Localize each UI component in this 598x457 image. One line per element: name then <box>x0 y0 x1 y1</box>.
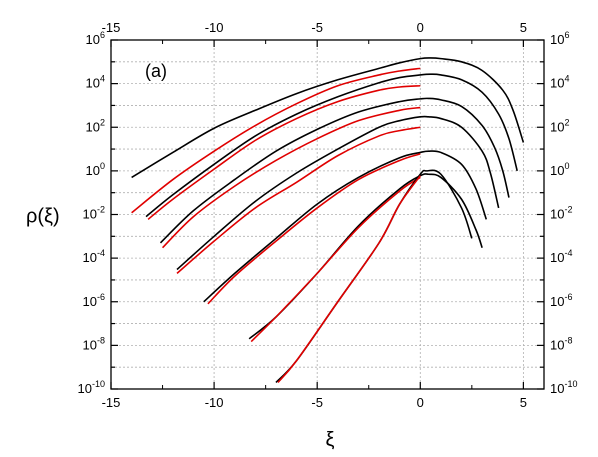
series-line-red-3 <box>147 84 421 220</box>
x-tick-label: 0 <box>417 395 424 410</box>
y-tick-label: 10-2 <box>83 205 105 222</box>
series-line-black-8 <box>203 150 488 303</box>
y-right-tick-label: 106 <box>550 30 569 47</box>
y-axis-label: ρ(ξ) <box>26 206 60 228</box>
series-line-black-12 <box>275 169 473 383</box>
x-tick-label: -15 <box>102 395 121 410</box>
x-top-tick-label: -5 <box>311 20 323 35</box>
series-line-red-13 <box>277 175 421 383</box>
series-line-black-10 <box>248 173 483 340</box>
series-line-black-6 <box>176 115 500 271</box>
x-tick-label: -10 <box>205 395 224 410</box>
y-right-tick-label: 10-10 <box>550 379 577 396</box>
y-tick-label: 10-6 <box>83 292 105 309</box>
x-tick-label: 5 <box>520 395 527 410</box>
ticks <box>110 39 544 390</box>
x-tick-label: -5 <box>311 395 323 410</box>
y-right-tick-label: 102 <box>550 117 569 134</box>
series-line-black-4 <box>159 97 510 244</box>
y-tick-label: 10-4 <box>83 248 105 265</box>
series-line-black-2 <box>145 73 518 218</box>
y-right-tick-label: 100 <box>550 161 569 178</box>
grid <box>111 40 544 389</box>
y-right-tick-label: 10-2 <box>550 205 572 222</box>
y-tick-label: 100 <box>86 161 105 178</box>
x-top-tick-label: -15 <box>102 20 121 35</box>
panel-annotation: (a) <box>145 61 167 81</box>
series-group <box>131 57 525 383</box>
series-line-red-9 <box>207 153 421 305</box>
series-line-red-7 <box>176 126 421 274</box>
series-line-black-0 <box>131 57 525 179</box>
y-tick-label: 102 <box>86 117 105 134</box>
y-tick-label: 10-10 <box>78 379 105 396</box>
x-top-tick-label: -10 <box>205 20 224 35</box>
y-right-tick-label: 10-4 <box>550 248 572 265</box>
y-right-tick-label: 10-8 <box>550 335 572 352</box>
y-tick-label: 10-8 <box>83 335 105 352</box>
x-top-tick-label: 0 <box>417 20 424 35</box>
series-line-red-1 <box>131 67 421 214</box>
series-line-red-5 <box>161 106 421 249</box>
series-line-red-11 <box>250 176 421 343</box>
x-top-tick-label: 5 <box>520 20 527 35</box>
y-tick-label: 106 <box>86 30 105 47</box>
x-axis-label: ξ <box>326 429 335 451</box>
y-tick-label: 104 <box>86 74 105 91</box>
y-right-tick-label: 104 <box>550 74 569 91</box>
y-right-tick-label: 10-6 <box>550 292 572 309</box>
